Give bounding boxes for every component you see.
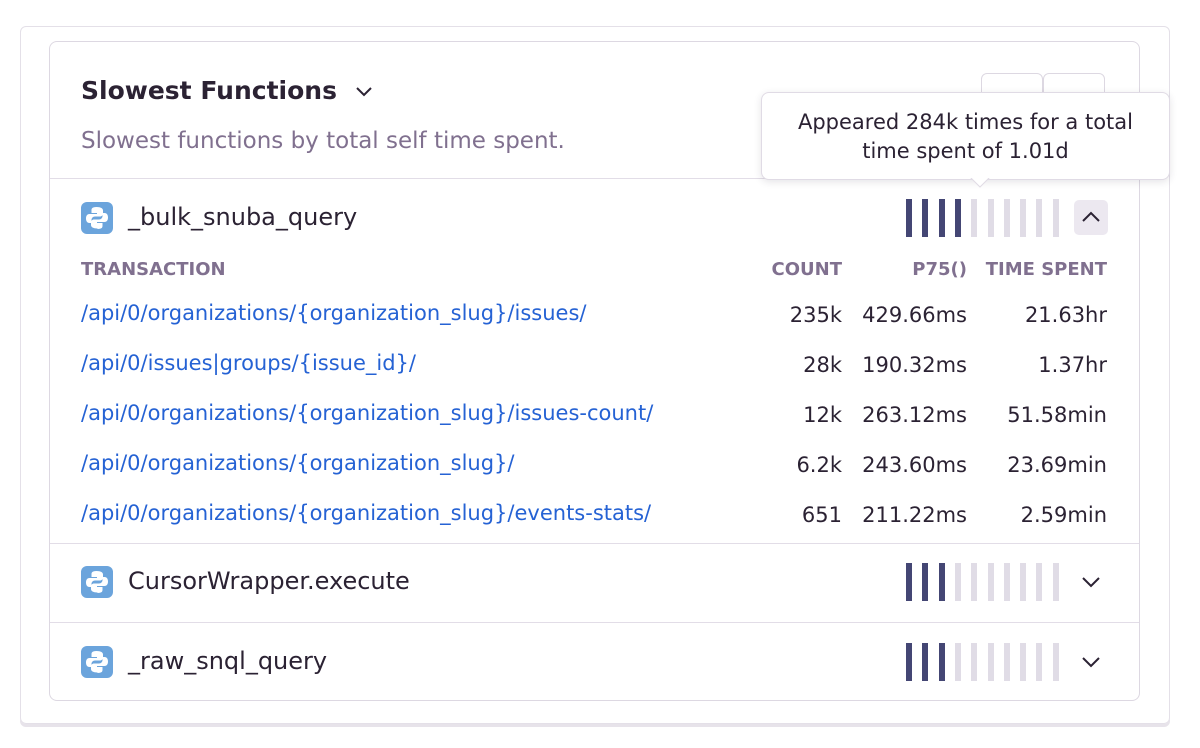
table-cell: 2.59min <box>1020 503 1107 527</box>
python-icon <box>81 566 113 598</box>
tooltip-arrow <box>970 177 990 188</box>
expand-toggle[interactable] <box>1074 564 1108 599</box>
table-cell: 651 <box>801 503 842 527</box>
widget-subtitle: Slowest functions by total self time spe… <box>81 128 565 154</box>
title-text: Slowest Functions <box>81 76 337 105</box>
score-bar <box>906 643 912 681</box>
transaction-link[interactable]: /api/0/organizations/{organization_slug}… <box>81 301 587 325</box>
widget-card <box>49 41 1140 701</box>
score-bar <box>971 563 978 601</box>
score-bar <box>954 563 961 601</box>
transaction-link[interactable]: /api/0/organizations/{organization_slug}… <box>81 501 652 525</box>
column-header: TRANSACTION <box>81 259 226 280</box>
divider <box>50 622 1139 623</box>
table-cell: 51.58min <box>1007 403 1107 427</box>
score-bar <box>938 643 945 681</box>
score-bar <box>938 199 945 237</box>
table-cell: 6.2k <box>796 453 842 477</box>
table-cell: 21.63hr <box>1024 303 1107 327</box>
score-bar <box>954 643 961 681</box>
score-bar <box>1003 563 1010 601</box>
outer-panel <box>20 26 1170 724</box>
score-bar <box>906 563 912 601</box>
table-cell: 263.12ms <box>862 403 967 427</box>
table-cell: 28k <box>803 353 842 377</box>
score-bar <box>1020 643 1027 681</box>
score-bar <box>971 199 978 237</box>
table-cell: 211.22ms <box>862 503 967 527</box>
transaction-link[interactable]: /api/0/organizations/{organization_slug}… <box>81 401 654 425</box>
score-bar <box>1052 643 1059 681</box>
function-name[interactable]: _raw_snql_query <box>128 647 328 675</box>
table-cell: 243.60ms <box>862 453 967 477</box>
table-cell: 235k <box>789 303 842 327</box>
python-icon <box>81 202 113 234</box>
score-bar <box>1036 199 1043 237</box>
score-bar <box>922 563 929 601</box>
divider <box>50 543 1139 544</box>
score-bar <box>906 199 912 237</box>
score-bar <box>987 199 994 237</box>
table-cell: 1.37hr <box>1038 353 1107 377</box>
function-name[interactable]: _bulk_snuba_query <box>128 203 358 231</box>
divider <box>50 178 1139 179</box>
column-header: TIME SPENT <box>985 259 1107 280</box>
score-bar <box>954 199 961 237</box>
transaction-link[interactable]: /api/0/organizations/{organization_slug}… <box>81 451 515 475</box>
score-bar <box>987 563 994 601</box>
score-bar <box>938 563 945 601</box>
widget-title[interactable]: Slowest Functions <box>81 76 374 105</box>
score-bar <box>1052 199 1059 237</box>
tooltip-text: Appeared 284k times for a total time spe… <box>797 110 1133 163</box>
column-header: P75() <box>912 259 967 280</box>
transaction-link[interactable]: /api/0/issues|groups/{issue_id}/ <box>81 351 416 375</box>
table-cell: 12k <box>803 403 842 427</box>
expand-toggle[interactable] <box>1074 644 1108 679</box>
score-bar <box>1036 643 1043 681</box>
table-cell: 429.66ms <box>862 303 967 327</box>
score-bar <box>1003 199 1010 237</box>
expand-toggle[interactable] <box>1074 200 1108 235</box>
table-cell: 23.69min <box>1007 453 1107 477</box>
score-bar <box>1020 199 1027 237</box>
score-bar <box>1020 563 1027 601</box>
function-name[interactable]: CursorWrapper.execute <box>128 567 410 595</box>
score-bar <box>987 643 994 681</box>
score-bar <box>922 643 929 681</box>
score-bar <box>1003 643 1010 681</box>
score-bar <box>922 199 929 237</box>
score-bar <box>1036 563 1043 601</box>
python-icon <box>81 646 113 678</box>
score-bar <box>1052 563 1059 601</box>
tooltip: Appeared 284k times for a total time spe… <box>761 92 1170 188</box>
score-bar <box>971 643 978 681</box>
dropdown-chevron <box>355 87 372 97</box>
table-cell: 190.32ms <box>862 353 967 377</box>
column-header: COUNT <box>771 259 842 280</box>
